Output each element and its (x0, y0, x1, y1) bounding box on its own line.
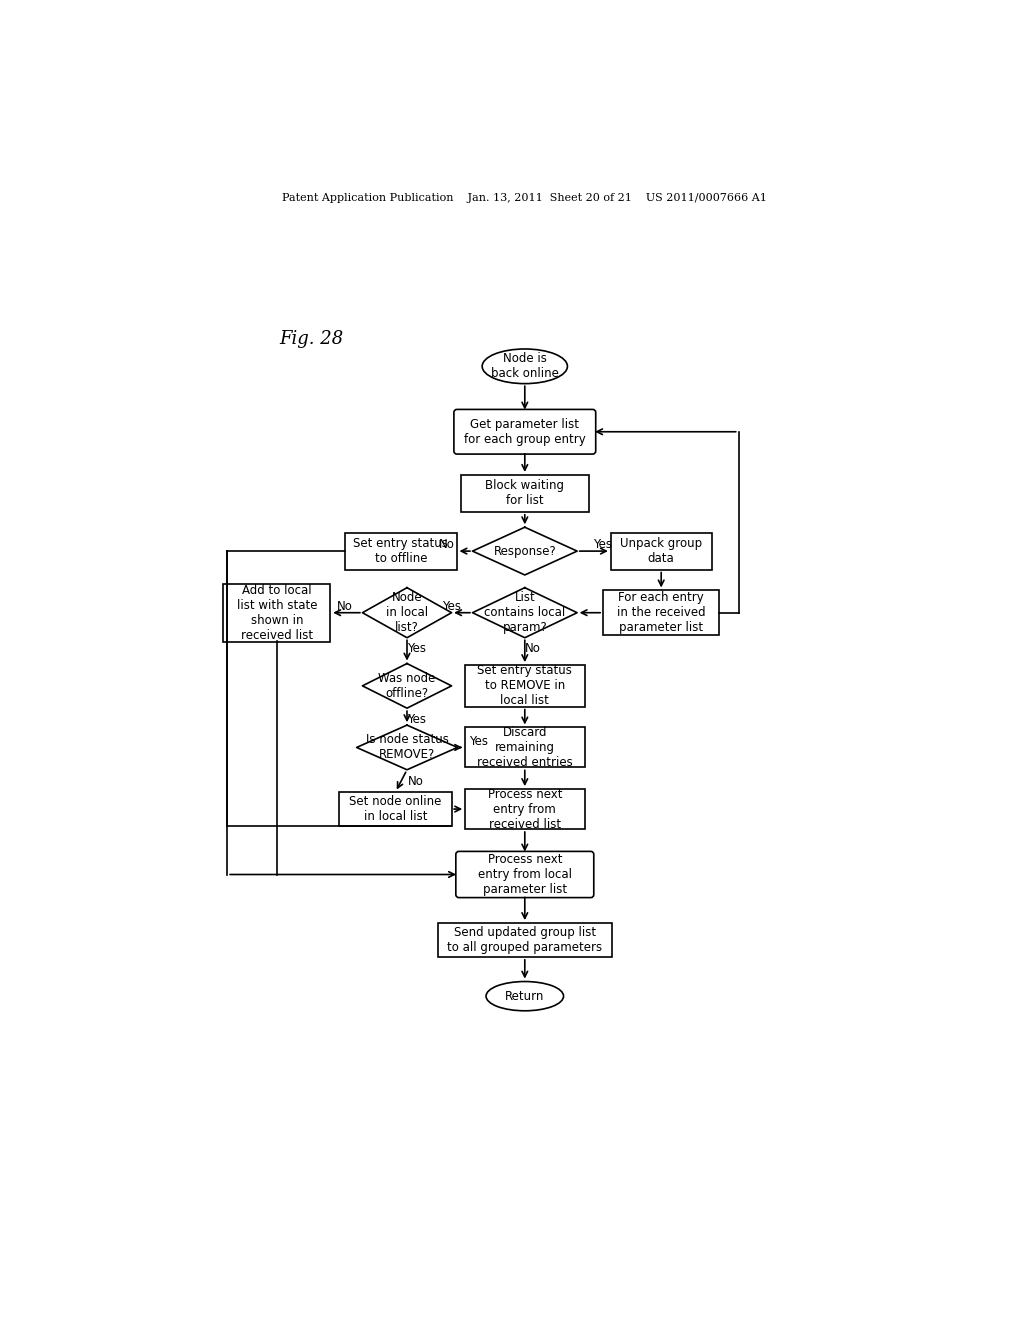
Text: Add to local
list with state
shown in
received list: Add to local list with state shown in re… (237, 583, 317, 642)
Text: Return: Return (505, 990, 545, 1003)
Text: For each entry
in the received
parameter list: For each entry in the received parameter… (616, 591, 706, 634)
Bar (611, 533, 712, 570)
Text: Was node
offline?: Was node offline? (378, 672, 435, 700)
Text: Unpack group
data: Unpack group data (621, 537, 702, 565)
Text: Block waiting
for list: Block waiting for list (485, 479, 564, 507)
Text: Fig. 28: Fig. 28 (280, 330, 343, 348)
Text: Response?: Response? (494, 545, 556, 557)
Bar (603, 590, 719, 635)
Text: No: No (439, 539, 456, 552)
Bar (465, 727, 585, 767)
Text: Get parameter list
for each group entry: Get parameter list for each group entry (464, 417, 586, 446)
Text: Process next
entry from local
parameter list: Process next entry from local parameter … (478, 853, 571, 896)
Text: Patent Application Publication    Jan. 13, 2011  Sheet 20 of 21    US 2011/00076: Patent Application Publication Jan. 13, … (283, 194, 767, 203)
Bar (345, 533, 457, 570)
Text: Discard
remaining
received entries: Discard remaining received entries (477, 726, 572, 770)
Text: Node is
back online: Node is back online (490, 352, 559, 380)
Bar (223, 583, 331, 642)
Text: Is node status
REMOVE?: Is node status REMOVE? (366, 734, 449, 762)
Text: List
contains local
param?: List contains local param? (484, 591, 565, 634)
Text: Set entry status
to offline: Set entry status to offline (353, 537, 449, 565)
Text: No: No (337, 601, 353, 612)
Bar (339, 792, 452, 826)
Bar (465, 665, 585, 708)
Text: No: No (409, 775, 424, 788)
Text: Yes: Yes (407, 643, 426, 656)
Text: Yes: Yes (593, 539, 611, 552)
Text: Process next
entry from
received list: Process next entry from received list (487, 788, 562, 830)
Bar (461, 475, 589, 512)
Text: No: No (524, 643, 541, 656)
Bar (437, 923, 612, 957)
Bar (465, 789, 585, 829)
Text: Set node online
in local list: Set node online in local list (349, 795, 441, 824)
Text: Node
in local
list?: Node in local list? (386, 591, 428, 634)
Text: Yes: Yes (469, 735, 487, 748)
Text: Send updated group list
to all grouped parameters: Send updated group list to all grouped p… (447, 925, 602, 954)
Text: Set entry status
to REMOVE in
local list: Set entry status to REMOVE in local list (477, 664, 572, 708)
Text: Yes: Yes (441, 601, 461, 612)
Text: Yes: Yes (407, 713, 426, 726)
